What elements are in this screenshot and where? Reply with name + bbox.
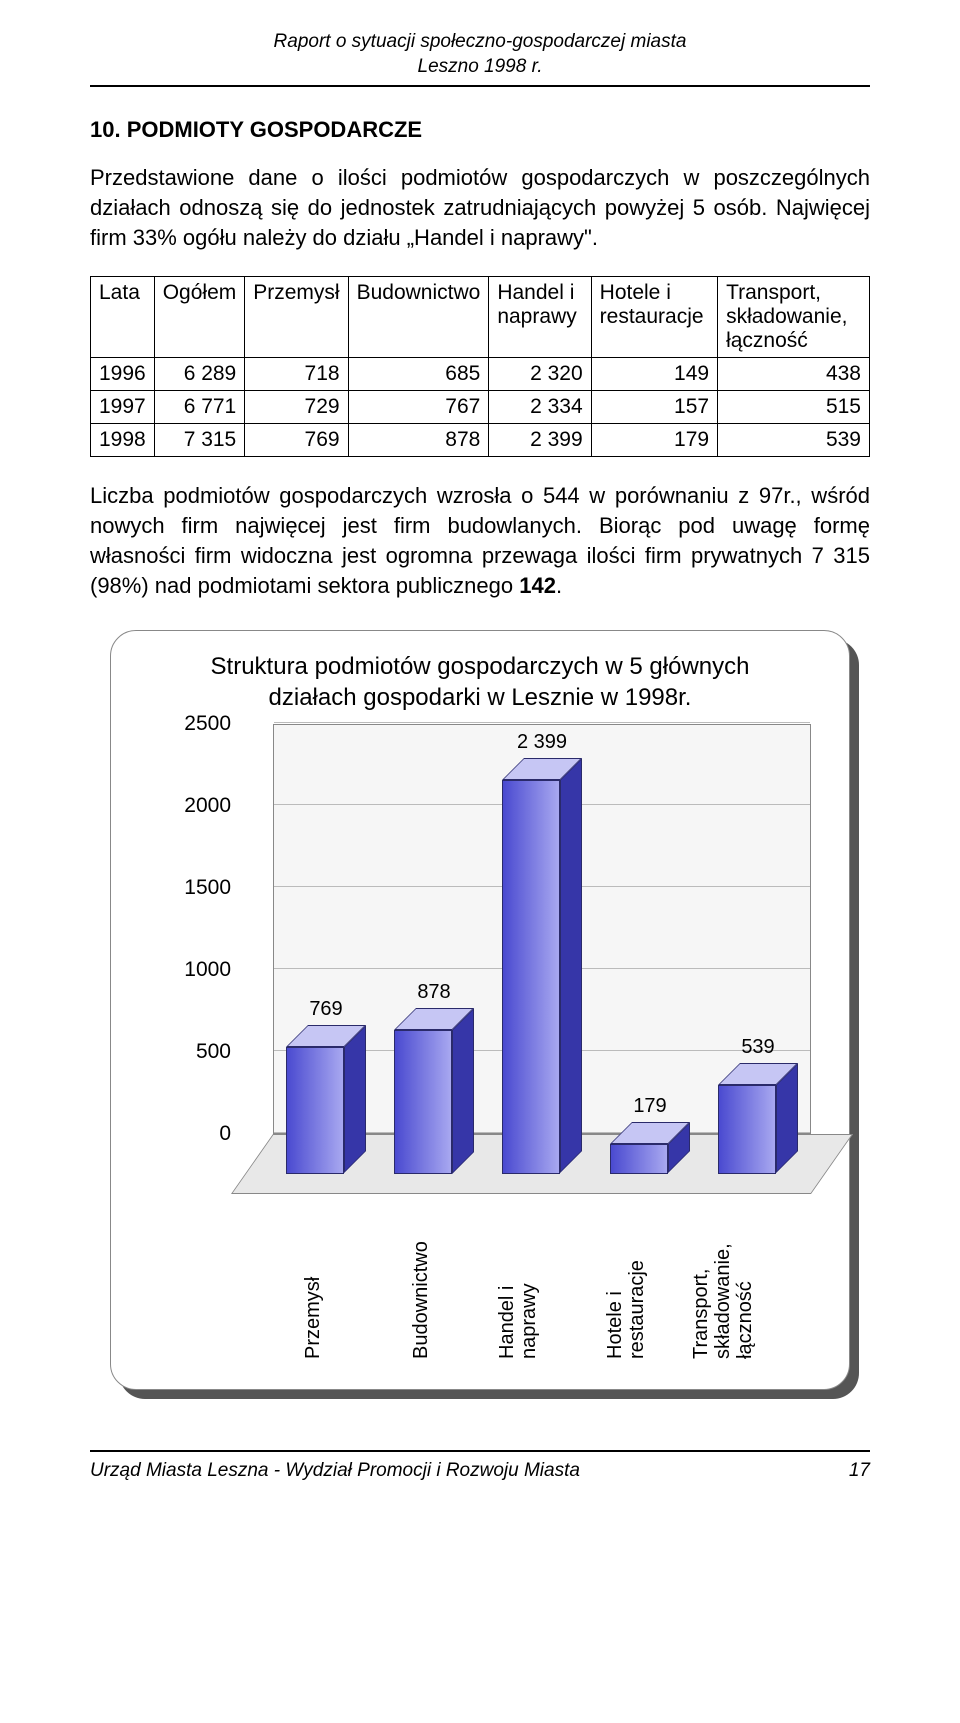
table-cell: 2 334: [489, 391, 591, 424]
table-cell: 2 399: [489, 424, 591, 457]
paragraph-1: Przedstawione dane o ilości podmiotów go…: [90, 163, 870, 252]
table-cell: 1996: [91, 358, 155, 391]
table-header-row: Lata Ogółem Przemysł Budownictwo Handel …: [91, 277, 870, 358]
footer: Urząd Miasta Leszna - Wydział Promocji i…: [90, 1460, 870, 1482]
bar-value-label: 539: [698, 1036, 818, 1059]
bar-value-label: 2 399: [482, 731, 602, 754]
table-body: 19966 2897186852 32014943819976 77172976…: [91, 358, 870, 457]
table-cell: 685: [348, 358, 489, 391]
x-tick-label: Transport,składowanie,łączność: [690, 1199, 756, 1359]
bar-front: [718, 1085, 776, 1173]
chart-title-l1: Struktura podmiotów gospodarczych w 5 gł…: [211, 653, 750, 680]
x-tick-label: Hotele irestauracje: [604, 1199, 648, 1359]
x-tick-label: Budownictwo: [410, 1199, 432, 1359]
para2-dot: .: [556, 573, 562, 598]
bar-front: [394, 1030, 452, 1174]
bar-side: [452, 1008, 474, 1174]
table-cell: 729: [245, 391, 348, 424]
gridline: [274, 722, 810, 723]
y-tick-label: 2000: [184, 794, 231, 818]
paragraph-2: Liczba podmiotów gospodarczych wzrosła o…: [90, 481, 870, 600]
table-head: Lata Ogółem Przemysł Budownictwo Handel …: [91, 277, 870, 358]
table-cell: 515: [718, 391, 870, 424]
y-axis: 05001000150020002500: [111, 724, 241, 1194]
table-row: 19966 2897186852 320149438: [91, 358, 870, 391]
bar-side: [560, 758, 582, 1173]
bar-value-label: 179: [590, 1095, 710, 1118]
y-tick-label: 500: [196, 1040, 231, 1064]
table-cell: 179: [591, 424, 717, 457]
footer-text: Urząd Miasta Leszna - Wydział Promocji i…: [90, 1460, 580, 1482]
page: Raport o sytuacji społeczno-gospodarczej…: [0, 0, 960, 1522]
col-budownictwo: Budownictwo: [348, 277, 489, 358]
table-cell: 149: [591, 358, 717, 391]
bar-front: [286, 1047, 344, 1173]
header-line2: Leszno 1998 r.: [90, 55, 870, 80]
y-tick-label: 0: [219, 1122, 231, 1146]
bar-value-label: 769: [266, 998, 386, 1021]
bar-value-label: 878: [374, 981, 494, 1004]
col-przemysl: Przemysł: [245, 277, 348, 358]
para2-bold: 142: [519, 573, 556, 598]
col-ogolem: Ogółem: [154, 277, 245, 358]
data-table: Lata Ogółem Przemysł Budownictwo Handel …: [90, 276, 870, 457]
plot-area: 7698782 399179539: [241, 724, 801, 1194]
table-cell: 6 771: [154, 391, 245, 424]
footer-page: 17: [849, 1460, 870, 1482]
table-cell: 438: [718, 358, 870, 391]
x-tick-label: Handel inaprawy: [496, 1199, 540, 1359]
col-handel: Handel i naprawy: [489, 277, 591, 358]
table-cell: 6 289: [154, 358, 245, 391]
table-row: 19976 7717297672 334157515: [91, 391, 870, 424]
header-line1: Raport o sytuacji społeczno-gospodarczej…: [90, 30, 870, 55]
x-axis-labels: Przemysł Budownictwo Handel inaprawy Hotele…: [241, 1199, 801, 1359]
section-title: 10. PODMIOTY GOSPODARCZE: [90, 117, 870, 143]
x-tick-label: Przemysł: [302, 1199, 324, 1359]
table-cell: 767: [348, 391, 489, 424]
bar: [502, 780, 560, 1173]
table-row: 19987 3157698782 399179539: [91, 424, 870, 457]
table-cell: 2 320: [489, 358, 591, 391]
chart-panel: Struktura podmiotów gospodarczych w 5 gł…: [110, 630, 850, 1390]
bar: [718, 1085, 776, 1173]
col-transport: Transport, składowanie, łączność: [718, 277, 870, 358]
table-cell: 718: [245, 358, 348, 391]
bar-front: [610, 1144, 668, 1173]
y-tick-label: 2500: [184, 712, 231, 736]
bar-front: [502, 780, 560, 1173]
chart-title: Struktura podmiotów gospodarczych w 5 gł…: [111, 631, 849, 723]
bar: [610, 1144, 668, 1173]
para2-text: Liczba podmiotów gospodarczych wzrosła o…: [90, 483, 870, 597]
col-hotele: Hotele i restauracje: [591, 277, 717, 358]
table-cell: 157: [591, 391, 717, 424]
table-cell: 878: [348, 424, 489, 457]
doc-header: Raport o sytuacji społeczno-gospodarczej…: [90, 30, 870, 79]
table-cell: 1997: [91, 391, 155, 424]
table-cell: 769: [245, 424, 348, 457]
chart-title-l2: działach gospodarki w Lesznie w 1998r.: [269, 684, 692, 711]
y-tick-label: 1500: [184, 876, 231, 900]
bar-side: [344, 1025, 366, 1173]
table-cell: 7 315: [154, 424, 245, 457]
table-cell: 539: [718, 424, 870, 457]
col-lata: Lata: [91, 277, 155, 358]
chart-body: 05001000150020002500 7698782 399179539 P…: [111, 724, 849, 1364]
header-rule: [90, 85, 870, 87]
footer-rule: [90, 1450, 870, 1452]
y-tick-label: 1000: [184, 958, 231, 982]
bar: [394, 1030, 452, 1174]
bar: [286, 1047, 344, 1173]
table-cell: 1998: [91, 424, 155, 457]
bars-container: 7698782 399179539: [261, 734, 801, 1174]
